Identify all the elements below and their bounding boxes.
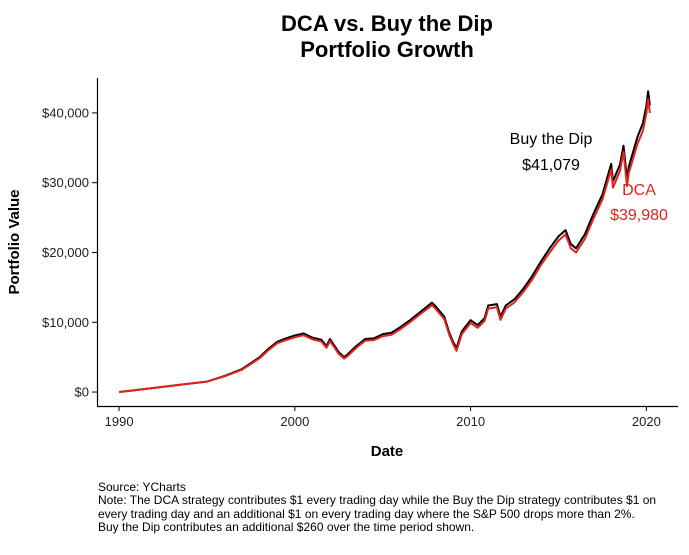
x-ticks: 1990 2000 2010 2020: [105, 406, 661, 429]
y-tick-label: $0: [75, 385, 89, 400]
y-tick-label: $30,000: [42, 175, 89, 190]
y-ticks: $0 $10,000 $20,000 $30,000 $40,000: [42, 105, 97, 400]
annotation-dca-value: $39,980: [610, 207, 668, 224]
x-tick-label: 1990: [105, 414, 134, 429]
x-tick-label: 2020: [632, 414, 661, 429]
plot-area: 1990 2000 2010 2020 $0 $10,000 $20,000 $30,000…: [42, 78, 678, 429]
chart-title-line-1: DCA vs. Buy the Dip: [281, 11, 493, 36]
series-line-dca: [118, 97, 651, 394]
footnote-note: Note: The DCA strategy contributes $1 ev…: [98, 493, 657, 535]
y-tick-label: $10,000: [42, 315, 89, 330]
x-tick-label: 2010: [456, 414, 485, 429]
x-tick-label: 2000: [280, 414, 309, 429]
x-axis-title: Date: [371, 443, 404, 460]
annotation-dca-label: DCA: [622, 182, 656, 199]
chart-title-line-2: Portfolio Growth: [300, 37, 474, 62]
y-tick-label: $20,000: [42, 245, 89, 260]
chart: DCA vs. Buy the Dip Portfolio Growth 199…: [6, 11, 678, 460]
y-tick-label: $40,000: [42, 105, 89, 120]
annotation-buy-the-dip-label: Buy the Dip: [510, 131, 593, 148]
annotation-dca: DCA $39,980: [610, 182, 668, 224]
footnote-source: Source: YCharts: [98, 480, 186, 494]
y-axis-title: Portfolio Value: [6, 189, 23, 294]
annotation-buy-the-dip-value: $41,079: [522, 157, 580, 174]
footnote: Source: YCharts Note: The DCA strategy c…: [98, 480, 658, 535]
series-layer: [118, 90, 651, 394]
annotation-buy-the-dip: Buy the Dip $41,079: [510, 131, 593, 174]
